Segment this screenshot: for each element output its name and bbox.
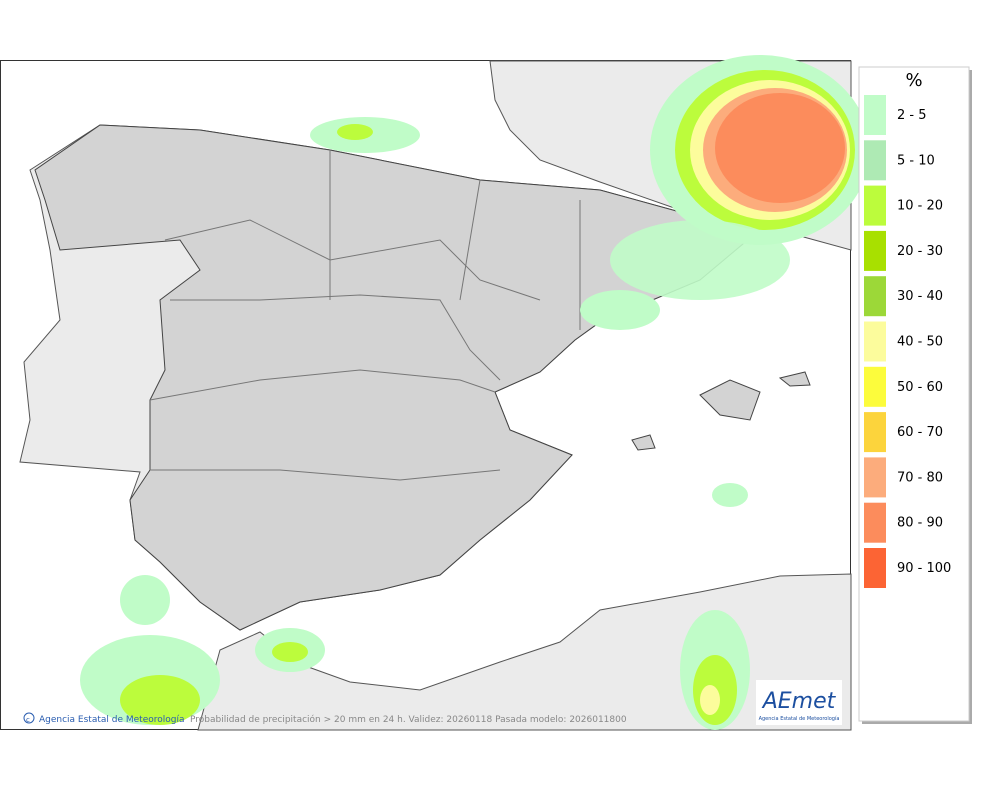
legend-label: 5 - 10 bbox=[897, 153, 935, 168]
legend-swatch bbox=[864, 230, 886, 271]
legend-label: 90 - 100 bbox=[897, 561, 951, 576]
precip-area bbox=[580, 290, 660, 330]
precip-area bbox=[610, 220, 790, 300]
copyright-c: c bbox=[26, 716, 30, 724]
legend-swatch bbox=[864, 548, 886, 588]
legend-label: 20 - 30 bbox=[897, 244, 943, 259]
logo-subtitle: Agencia Estatal de Meteorología bbox=[759, 715, 840, 722]
legend-swatch bbox=[864, 412, 886, 453]
logo-name: AEmet bbox=[761, 689, 837, 714]
island-menorca bbox=[778, 371, 811, 387]
island-mallorca bbox=[699, 379, 761, 421]
copyright-icon bbox=[23, 712, 35, 724]
precip-area bbox=[337, 124, 373, 140]
legend-swatch bbox=[864, 457, 886, 498]
precip-area bbox=[272, 642, 308, 662]
legend-swatch bbox=[864, 321, 886, 362]
precip-area bbox=[120, 575, 170, 625]
legend-label: 50 - 60 bbox=[897, 380, 943, 395]
legend-swatch bbox=[864, 140, 886, 181]
legend-swatch bbox=[864, 502, 886, 543]
precip-area bbox=[715, 93, 845, 203]
border bbox=[170, 294, 501, 381]
precip-area bbox=[700, 685, 720, 715]
region-borders bbox=[149, 150, 581, 481]
precip-area bbox=[120, 675, 200, 725]
border bbox=[329, 150, 581, 330]
legend-label: 2 - 5 bbox=[897, 108, 927, 123]
border bbox=[164, 219, 541, 301]
legend-label: 30 - 40 bbox=[897, 289, 943, 304]
credit: Agencia Estatal de Meteorología bbox=[39, 715, 185, 725]
legend-swatch bbox=[864, 276, 886, 317]
legend-swatch bbox=[864, 366, 886, 407]
precip-areas bbox=[80, 55, 870, 730]
legend-label: 40 - 50 bbox=[897, 335, 943, 350]
legend-label: 80 - 90 bbox=[897, 516, 943, 531]
precip-area bbox=[712, 483, 748, 507]
legend-title: % bbox=[905, 70, 922, 91]
legend-label: 70 - 80 bbox=[897, 470, 943, 485]
logo-box bbox=[756, 680, 842, 725]
legend-label: 60 - 70 bbox=[897, 425, 943, 440]
caption: Probabilidad de precipitación > 20 mm en… bbox=[190, 714, 627, 725]
border bbox=[149, 369, 496, 401]
legend-label: 10 - 20 bbox=[897, 199, 943, 214]
island-ibiza bbox=[631, 434, 656, 451]
legend-items: 2 - 5 5 - 10 10 - 20 20 - 30 30 - 40 40 - 50 5… bbox=[864, 95, 951, 588]
border bbox=[150, 469, 501, 481]
legend-swatch bbox=[864, 185, 886, 226]
legend-swatch bbox=[864, 95, 886, 135]
